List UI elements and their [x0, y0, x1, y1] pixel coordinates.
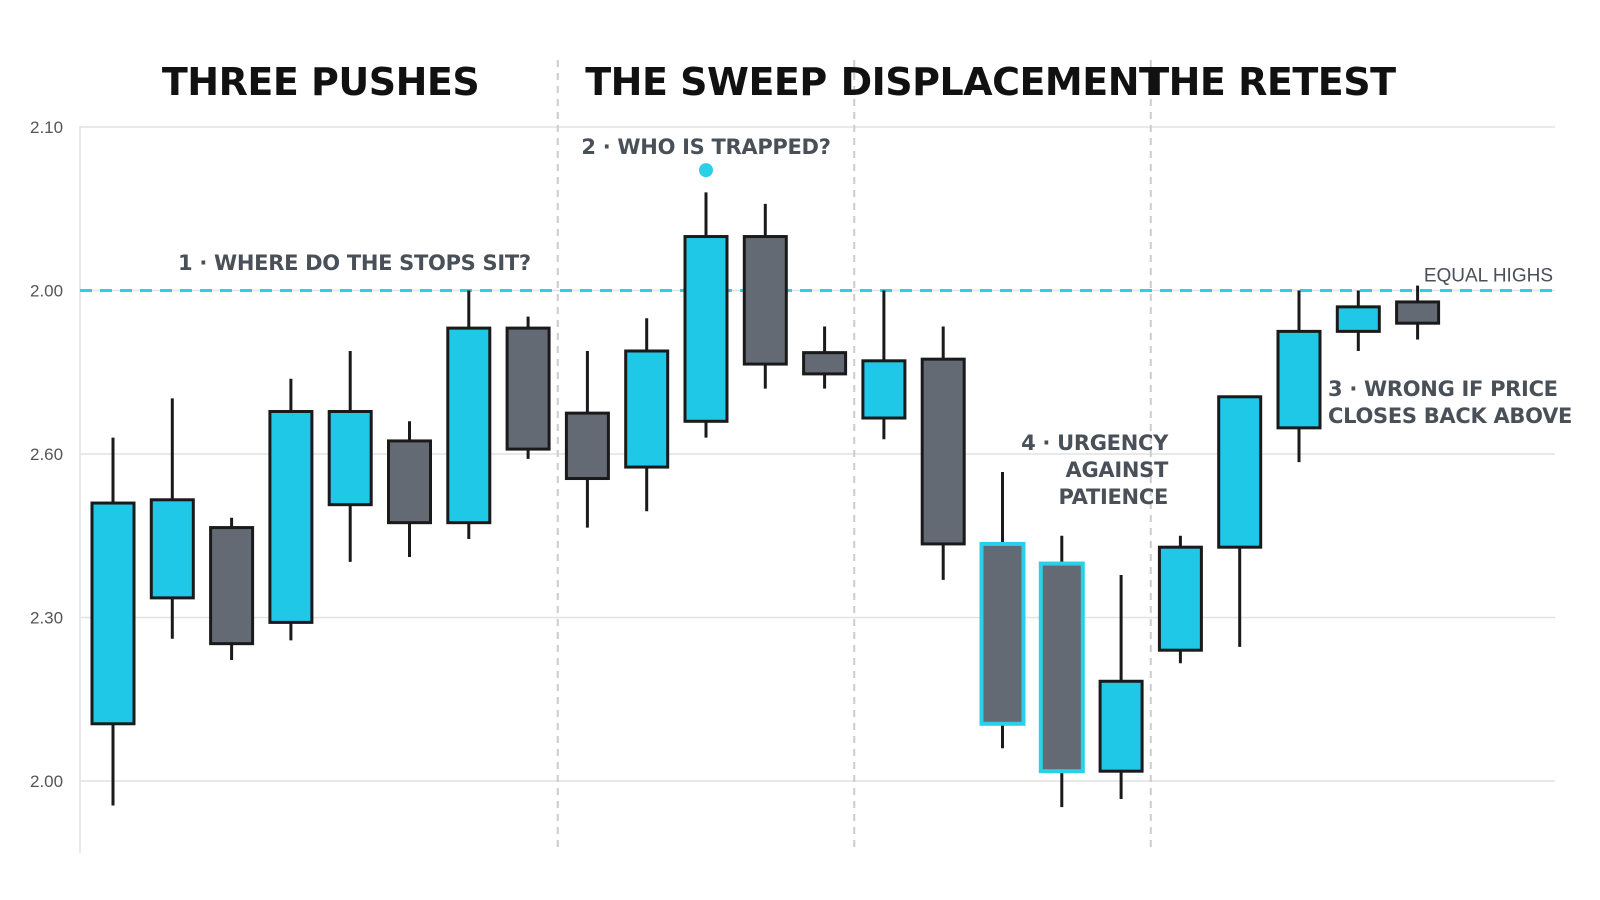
candle [387, 421, 432, 558]
candle [624, 318, 670, 512]
candle [505, 316, 551, 459]
candle-body-bull [861, 359, 907, 420]
annotation: 3 · WRONG IF PRICE CLOSES BACK ABOVE [1328, 377, 1572, 428]
candle-body-bear [979, 541, 1026, 726]
candle [446, 290, 492, 540]
candle [90, 437, 136, 806]
section-dividers [556, 60, 1152, 853]
candle-body-bear [742, 235, 788, 366]
equal-highs-label: EQUAL HIGHS [1424, 266, 1553, 287]
candle [1335, 290, 1381, 351]
candle [1217, 395, 1263, 647]
candle [802, 326, 848, 389]
candle [683, 192, 729, 438]
candle [327, 350, 373, 562]
candle-body-bull [268, 409, 314, 624]
candle-body-bull [90, 501, 136, 726]
annotation-line: 4 · URGENCY [1021, 431, 1169, 455]
section-title: THE RETEST [1143, 60, 1396, 104]
candle-body-bear [920, 357, 966, 546]
candle [209, 517, 255, 661]
sweep-marker-dot [699, 163, 713, 178]
y-tick-label: 2.00 [30, 772, 63, 791]
annotation-line: PATIENCE [1058, 485, 1168, 509]
candle-body-bear [209, 526, 255, 646]
candle-body-bear [802, 351, 848, 376]
candle-body-bull [1098, 679, 1144, 773]
candle-body-bull [1157, 545, 1203, 652]
candles [90, 163, 1441, 808]
candle-body-bear [505, 326, 551, 451]
candle [920, 326, 966, 580]
candle-body-bear [1038, 561, 1085, 774]
section-title: THREE PUSHES [162, 60, 479, 104]
candle-body-bear [387, 439, 432, 525]
section-title: THE SWEEP [585, 60, 826, 104]
candle [1395, 285, 1441, 340]
candle-body-bull [327, 409, 373, 507]
candle [1276, 290, 1322, 463]
candle [268, 378, 314, 641]
candle-body-bull [1276, 329, 1322, 430]
annotation-line: 2 · WHO IS TRAPPED? [581, 135, 830, 159]
y-tick-label: 2.10 [30, 118, 63, 137]
candle-body-bull [446, 326, 492, 525]
annotation: 2 · WHO IS TRAPPED? [581, 135, 830, 159]
annotation: 4 · URGENCY AGAINST PATIENCE [1021, 431, 1169, 509]
candle [1157, 535, 1203, 664]
y-tick-label: 2.00 [30, 282, 63, 301]
y-axis: 2.10 2.00 2.60 2.30 2.00 [30, 118, 63, 791]
section-title: DISPLACEMENT [841, 60, 1165, 104]
equal-highs-level: EQUAL HIGHS [80, 266, 1555, 292]
annotation: 1 · WHERE DO THE STOPS SIT? [178, 251, 531, 275]
candle [564, 350, 610, 528]
y-tick-label: 2.30 [30, 609, 63, 628]
candle-body-bull [149, 498, 195, 600]
annotations: 1 · WHERE DO THE STOPS SIT? 2 · WHO IS TR… [178, 135, 1572, 509]
candle-body-bear [1395, 300, 1441, 325]
candle-body-bear [564, 411, 610, 481]
candle-body-bull [1335, 305, 1381, 333]
candle-body-bull [1217, 395, 1263, 549]
candle [1038, 535, 1085, 808]
y-tick-label: 2.60 [30, 445, 63, 464]
annotation-line: AGAINST [1066, 458, 1169, 482]
candle [979, 471, 1026, 749]
annotation-line: 1 · WHERE DO THE STOPS SIT? [178, 251, 531, 275]
candle [149, 398, 195, 639]
candle-body-bull [683, 235, 729, 423]
candle [861, 290, 907, 440]
candle-body-bull [624, 349, 670, 469]
annotation-line: CLOSES BACK ABOVE [1328, 404, 1572, 428]
annotation-line: 3 · WRONG IF PRICE [1328, 377, 1558, 401]
candle [742, 203, 788, 389]
candle [1098, 574, 1144, 799]
